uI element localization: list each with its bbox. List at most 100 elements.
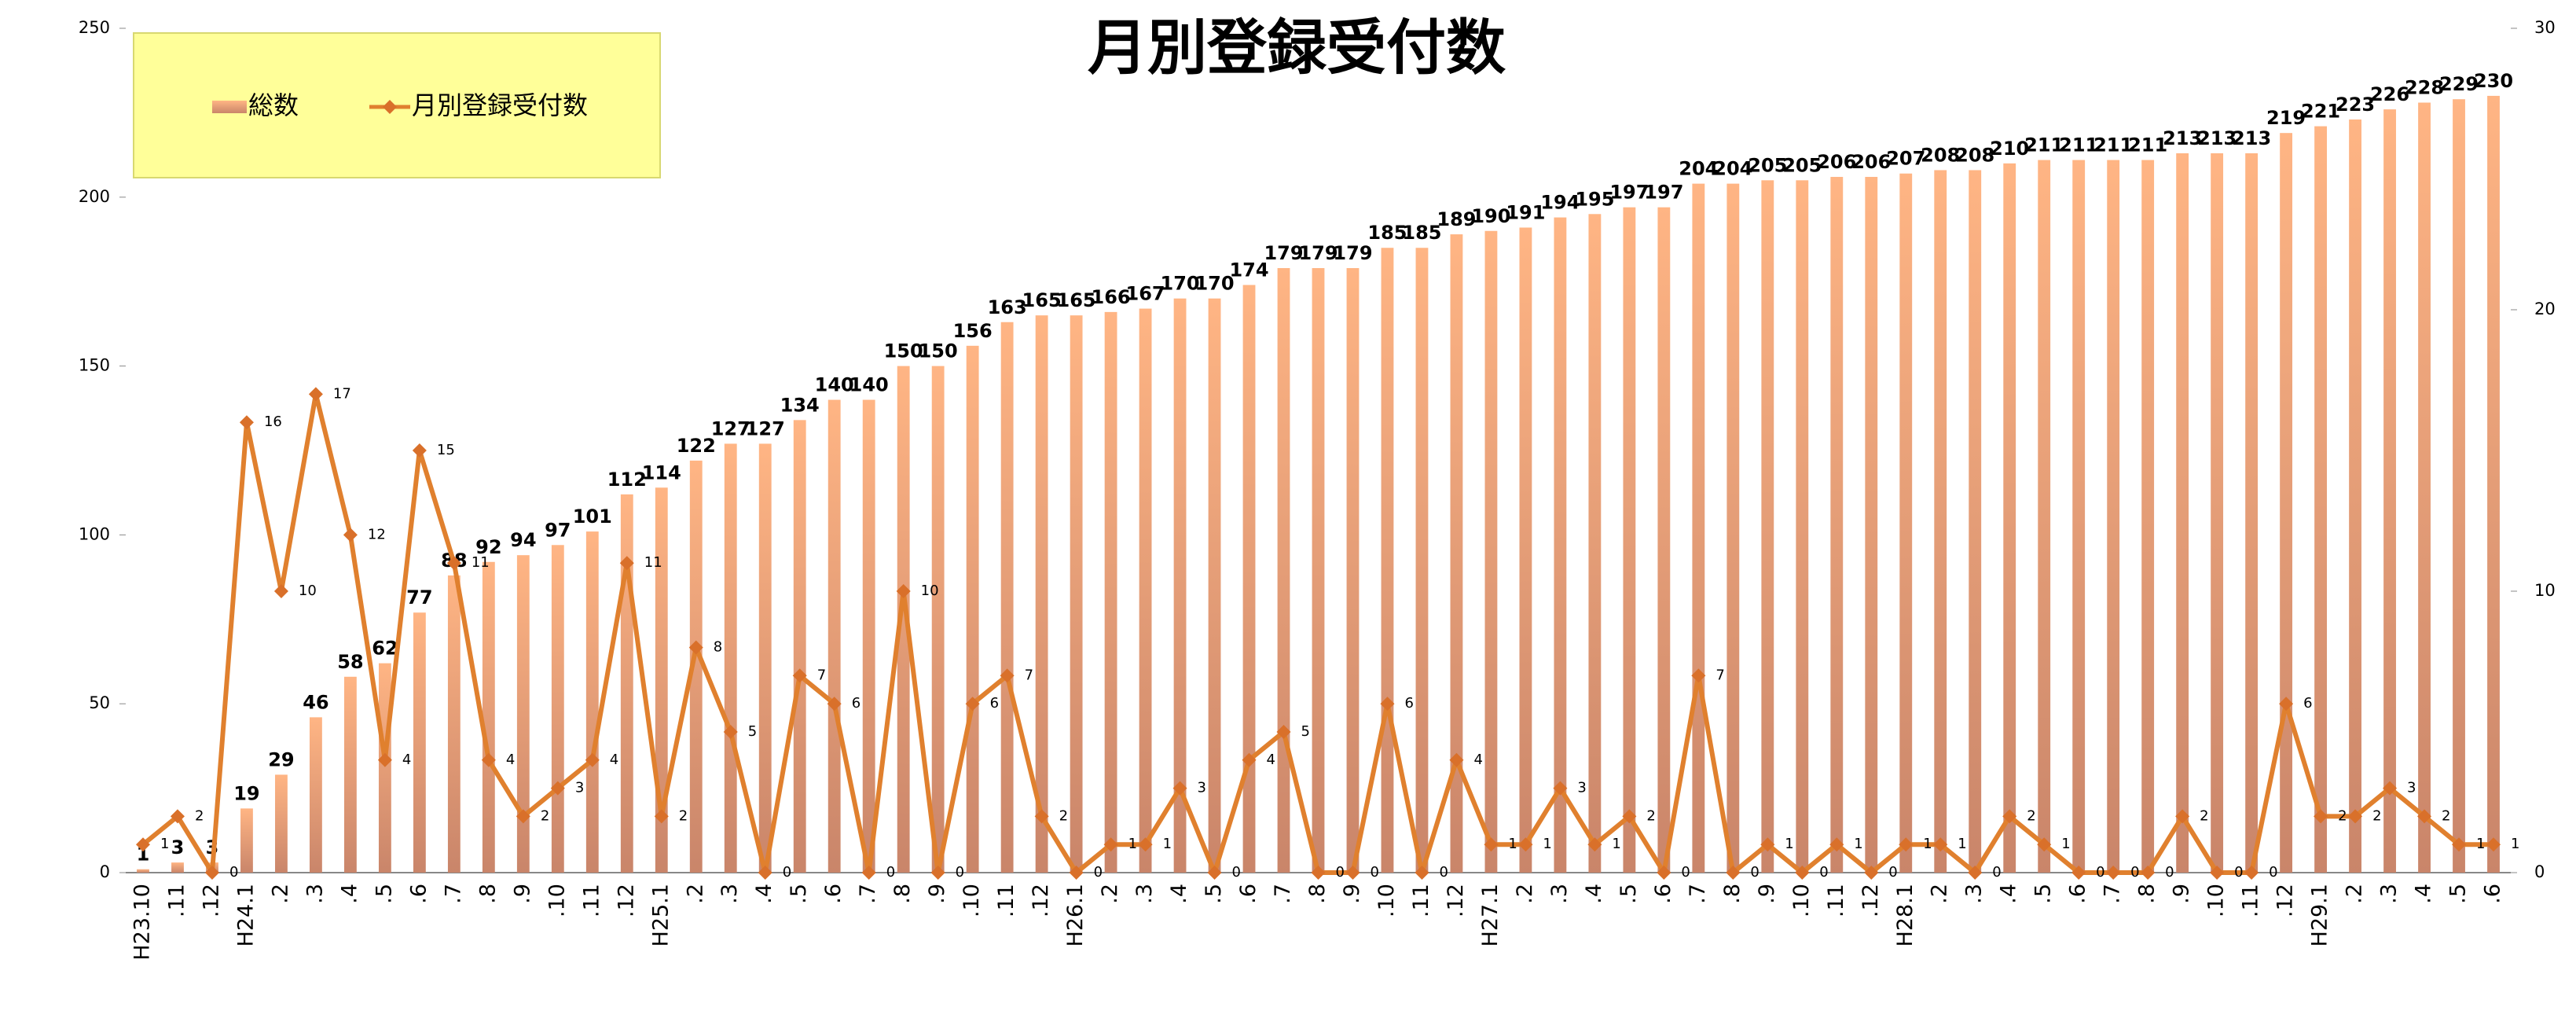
bar-value-label: 213 bbox=[2197, 127, 2237, 149]
bar bbox=[2211, 153, 2224, 873]
x-tick-label: .5 bbox=[372, 884, 396, 904]
x-tick-label: .5 bbox=[2031, 884, 2056, 904]
line-value-label: 17 bbox=[333, 385, 351, 402]
bar bbox=[2176, 153, 2189, 873]
line-value-label: 0 bbox=[2234, 864, 2243, 880]
x-tick-label: .8 bbox=[475, 884, 500, 904]
line-value-label: 2 bbox=[195, 807, 204, 824]
x-tick-label: .8 bbox=[1720, 884, 1745, 904]
bar-value-label: 194 bbox=[1540, 192, 1580, 214]
x-tick-label: .4 bbox=[337, 884, 361, 904]
x-tick-label: .8 bbox=[1305, 884, 1330, 904]
x-tick-label: .5 bbox=[1202, 884, 1226, 904]
bar-value-label: 205 bbox=[1782, 154, 1822, 176]
line-marker bbox=[2071, 866, 2086, 880]
line-marker bbox=[2279, 697, 2294, 711]
line-marker bbox=[204, 866, 219, 880]
bar bbox=[793, 420, 806, 873]
line-marker bbox=[1553, 781, 1568, 796]
x-tick-label: H28.1 bbox=[1893, 884, 1917, 947]
x-tick-label: H25.1 bbox=[648, 884, 673, 947]
bar-value-label: 191 bbox=[1506, 201, 1545, 223]
bar-value-label: 134 bbox=[780, 394, 820, 416]
line-marker bbox=[1760, 837, 1775, 852]
x-tick-label: .5 bbox=[2446, 884, 2471, 904]
line-value-label: 1 bbox=[2061, 836, 2070, 852]
bar-value-label: 205 bbox=[1748, 154, 1787, 176]
bar bbox=[1484, 230, 1498, 873]
bar-value-label: 219 bbox=[2266, 107, 2306, 129]
line-value-label: 0 bbox=[1992, 864, 2001, 880]
bar-value-label: 211 bbox=[2024, 134, 2064, 156]
bar-value-label: 1 bbox=[137, 844, 150, 866]
line-value-label: 0 bbox=[1750, 864, 1759, 880]
bar bbox=[447, 575, 461, 873]
line-marker bbox=[1899, 837, 1914, 852]
line-marker bbox=[2417, 809, 2432, 824]
line-value-label: 7 bbox=[1715, 667, 1724, 683]
line-value-label: 5 bbox=[1301, 723, 1310, 740]
bar bbox=[413, 612, 426, 873]
bar-value-label: 3 bbox=[171, 836, 185, 858]
line-value-label: 1 bbox=[2511, 836, 2519, 852]
line-value-label: 11 bbox=[644, 554, 662, 571]
line-marker bbox=[1518, 837, 1533, 852]
bar-value-label: 127 bbox=[711, 417, 750, 439]
x-tick-label: .5 bbox=[1616, 884, 1641, 904]
line-marker bbox=[550, 781, 565, 796]
bar bbox=[2453, 99, 2465, 873]
line-value-label: 0 bbox=[1819, 864, 1828, 880]
line-marker bbox=[2106, 866, 2121, 880]
bar bbox=[1796, 180, 1809, 873]
line-value-label: 10 bbox=[921, 583, 939, 599]
x-tick-label: .2 bbox=[1928, 884, 1952, 904]
x-tick-label: .12 bbox=[1859, 884, 1883, 917]
bar-value-label: 207 bbox=[1886, 148, 1925, 170]
line-value-label: 4 bbox=[402, 752, 411, 768]
line-value-label: 0 bbox=[956, 864, 964, 880]
x-tick-label: H26.1 bbox=[1063, 884, 1088, 947]
line-marker bbox=[1103, 837, 1118, 852]
x-tick-label: .8 bbox=[2135, 884, 2160, 904]
line-marker bbox=[2452, 837, 2467, 852]
bar-value-label: 170 bbox=[1161, 273, 1200, 295]
x-tick-label: .3 bbox=[303, 884, 327, 904]
bar bbox=[689, 460, 703, 873]
line-marker bbox=[2244, 866, 2259, 880]
x-tick-label: .10 bbox=[545, 884, 569, 917]
bar bbox=[931, 366, 945, 873]
bar bbox=[2003, 163, 2016, 873]
x-tick-label: .7 bbox=[856, 884, 880, 904]
bar-value-label: 77 bbox=[406, 586, 432, 608]
x-tick-label: .4 bbox=[1582, 884, 1606, 904]
line-marker bbox=[1242, 752, 1257, 767]
bar bbox=[1727, 183, 1740, 873]
line-value-label: 5 bbox=[748, 723, 757, 740]
bar bbox=[862, 399, 875, 873]
line-marker bbox=[965, 697, 980, 711]
line-value-label: 1 bbox=[160, 836, 169, 852]
bar bbox=[1173, 298, 1187, 873]
x-tick-label: .6 bbox=[1236, 884, 1260, 904]
bar-value-label: 221 bbox=[2301, 101, 2340, 123]
bar bbox=[1208, 298, 1221, 873]
bar-value-label: 211 bbox=[2128, 134, 2167, 156]
bar-value-label: 197 bbox=[1644, 182, 1683, 204]
line-marker bbox=[481, 752, 496, 767]
bar bbox=[310, 717, 322, 873]
legend-swatch bbox=[212, 101, 247, 113]
x-tick-label: H27.1 bbox=[1478, 884, 1503, 947]
bar bbox=[378, 663, 391, 873]
bar bbox=[1554, 217, 1567, 873]
line-value-label: 0 bbox=[2269, 864, 2277, 880]
line-marker bbox=[446, 556, 461, 571]
bar bbox=[1312, 268, 1325, 873]
line-marker bbox=[2002, 809, 2017, 824]
bar-value-label: 223 bbox=[2336, 94, 2375, 116]
bar-value-label: 210 bbox=[1990, 138, 2029, 160]
line-marker bbox=[1138, 837, 1153, 852]
bar bbox=[1139, 308, 1152, 873]
bar bbox=[2314, 126, 2327, 873]
line-marker bbox=[861, 866, 876, 880]
bar bbox=[275, 774, 288, 873]
